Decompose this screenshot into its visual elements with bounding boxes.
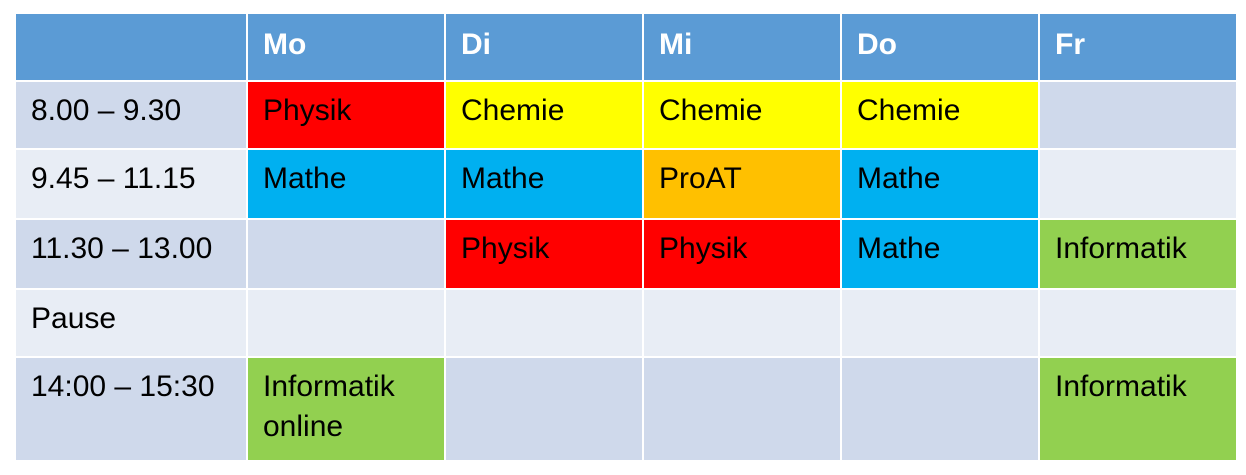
time-slot-cell: Pause (14, 288, 248, 358)
lesson-cell (1038, 80, 1238, 150)
lesson-cell (444, 288, 644, 358)
lesson-cell (1038, 288, 1238, 358)
lesson-cell: Physik (246, 80, 446, 150)
time-slot-cell: 9.45 – 11.15 (14, 148, 248, 220)
lesson-cell (444, 356, 644, 462)
day-header-mo: Mo (246, 12, 446, 82)
day-header-mi: Mi (642, 12, 842, 82)
lesson-cell: Chemie (444, 80, 644, 150)
lesson-cell: Informatik (1038, 356, 1238, 462)
day-header-di: Di (444, 12, 644, 82)
lesson-cell (642, 356, 842, 462)
lesson-cell: Informatik online (246, 356, 446, 462)
lesson-cell: Physik (444, 218, 644, 290)
corner-cell (14, 12, 248, 82)
table-row: Pause (14, 288, 1238, 358)
lesson-cell: Informatik (1038, 218, 1238, 290)
table-row: 11.30 – 13.00 Physik Physik Mathe Inform… (14, 218, 1238, 290)
lesson-cell (642, 288, 842, 358)
table-row: 14:00 – 15:30 Informatik online Informat… (14, 356, 1238, 462)
lesson-cell: Mathe (246, 148, 446, 220)
time-slot-cell: 11.30 – 13.00 (14, 218, 248, 290)
day-header-do: Do (840, 12, 1040, 82)
lesson-cell: ProAT (642, 148, 842, 220)
lesson-cell (840, 356, 1040, 462)
lesson-cell (246, 218, 446, 290)
header-row: Mo Di Mi Do Fr (14, 12, 1238, 82)
lesson-cell: Chemie (642, 80, 842, 150)
lesson-cell: Mathe (840, 218, 1040, 290)
timetable: Mo Di Mi Do Fr 8.00 – 9.30 Physik Chemie… (14, 12, 1238, 462)
table-row: 8.00 – 9.30 Physik Chemie Chemie Chemie (14, 80, 1238, 150)
lesson-cell: Mathe (444, 148, 644, 220)
lesson-cell (1038, 148, 1238, 220)
lesson-cell: Chemie (840, 80, 1040, 150)
lesson-cell: Mathe (840, 148, 1040, 220)
time-slot-cell: 14:00 – 15:30 (14, 356, 248, 462)
lesson-cell (246, 288, 446, 358)
lesson-cell: Physik (642, 218, 842, 290)
day-header-fr: Fr (1038, 12, 1238, 82)
table-row: 9.45 – 11.15 Mathe Mathe ProAT Mathe (14, 148, 1238, 220)
lesson-cell (840, 288, 1040, 358)
time-slot-cell: 8.00 – 9.30 (14, 80, 248, 150)
